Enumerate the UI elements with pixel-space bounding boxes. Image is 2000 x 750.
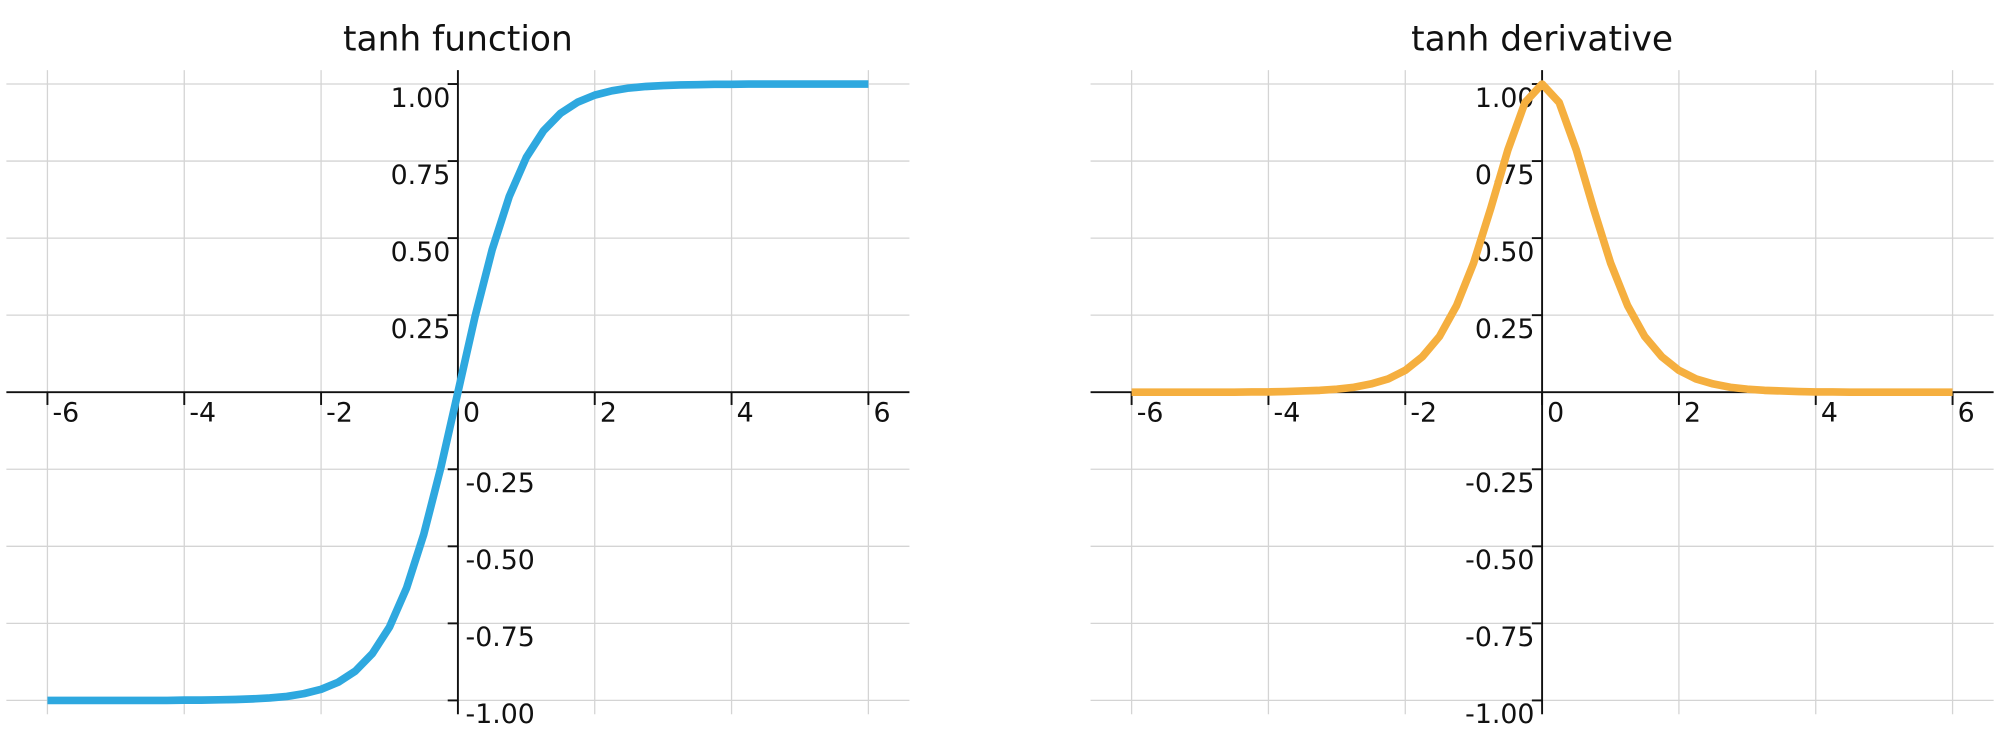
y-tick-label: 1.00 xyxy=(391,83,451,114)
y-tick-label: -0.50 xyxy=(1465,545,1534,576)
x-tick-label: 0 xyxy=(1547,397,1564,428)
y-tick-label: -0.25 xyxy=(466,468,535,499)
x-tick-label: 6 xyxy=(873,397,890,428)
y-tick-label: -0.75 xyxy=(1465,622,1534,653)
y-tick-label: 0.25 xyxy=(1475,314,1535,345)
y-tick-label: -1.00 xyxy=(1465,699,1534,730)
x-tick-label: 4 xyxy=(1821,397,1838,428)
x-tick-label: -6 xyxy=(1137,397,1164,428)
x-tick-label: 2 xyxy=(1684,397,1701,428)
x-tick-label: -6 xyxy=(53,397,80,428)
chart-title: tanh function xyxy=(343,19,573,59)
x-tick-label: 6 xyxy=(1958,397,1975,428)
line-series xyxy=(1131,80,1953,397)
x-tick-label: 0 xyxy=(463,397,480,428)
x-tick-label: -2 xyxy=(1410,397,1437,428)
y-tick-label: -1.00 xyxy=(466,699,535,730)
chart-title: tanh derivative xyxy=(1411,19,1673,59)
x-tick-label: 4 xyxy=(737,397,754,428)
y-tick-label: -0.25 xyxy=(1465,468,1534,499)
x-tick-label: -4 xyxy=(1274,397,1301,428)
y-tick-label: 0.50 xyxy=(391,237,451,268)
y-tick-label: 0.50 xyxy=(1475,237,1535,268)
y-tick-label: 0.75 xyxy=(391,160,451,191)
x-tick-label: -4 xyxy=(189,397,216,428)
x-tick-label: -2 xyxy=(326,397,353,428)
y-tick-label: 0.25 xyxy=(391,314,451,345)
y-tick-label: -0.75 xyxy=(466,622,535,653)
x-tick-label: 2 xyxy=(600,397,617,428)
y-tick-label: -0.50 xyxy=(466,545,535,576)
line-series xyxy=(47,80,869,705)
